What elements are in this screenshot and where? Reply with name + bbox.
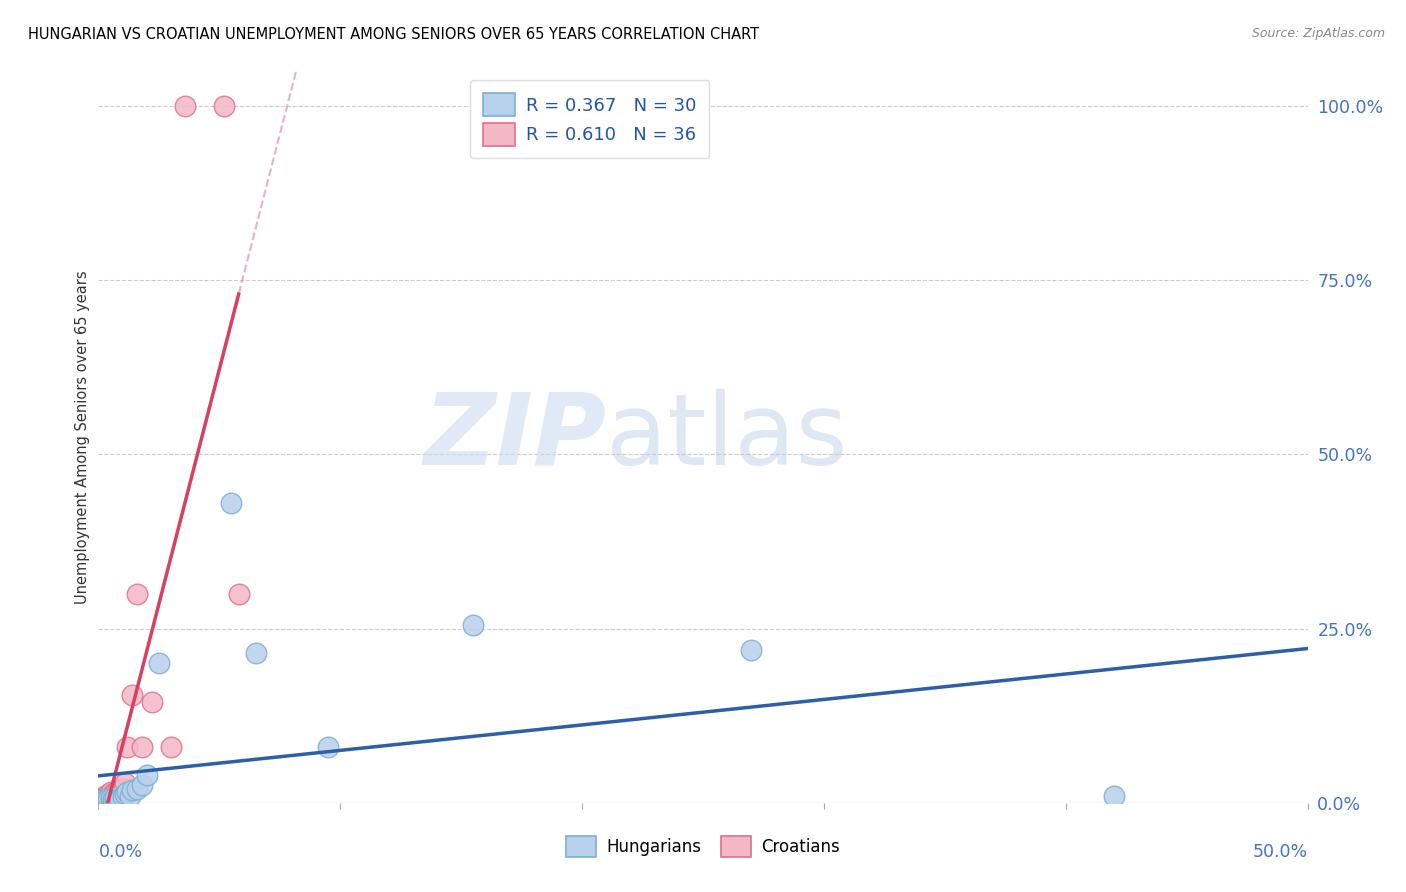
Point (740, 642, 762, 657)
Point (94, 792, 117, 806)
Point (91, 794, 114, 808)
Y-axis label: Unemployment Among Seniors over 65 years: Unemployment Among Seniors over 65 years (75, 270, 90, 604)
Point (221, 496, 243, 510)
Point (141, 695, 163, 709)
Text: HUNGARIAN VS CROATIAN UNEMPLOYMENT AMONG SENIORS OVER 65 YEARS CORRELATION CHART: HUNGARIAN VS CROATIAN UNEMPLOYMENT AMONG… (28, 27, 759, 42)
Point (131, 740, 153, 755)
Point (127, 587, 149, 601)
Point (97, 794, 120, 808)
Point (107, 791, 129, 805)
Point (90, 794, 112, 808)
Point (100, 792, 122, 806)
Point (117, 740, 139, 755)
Point (174, 99, 197, 113)
Point (135, 768, 157, 782)
Point (111, 788, 134, 802)
Point (111, 781, 134, 796)
Point (121, 783, 143, 797)
Point (121, 688, 143, 702)
Point (91, 793, 114, 807)
Point (114, 776, 136, 790)
Point (245, 646, 267, 660)
Point (127, 781, 149, 796)
Point (91, 793, 114, 807)
Point (94, 794, 117, 808)
Point (101, 791, 124, 805)
Point (90, 794, 112, 808)
Point (97, 788, 120, 802)
Point (108, 785, 131, 799)
Point (228, 587, 250, 601)
Point (101, 794, 124, 808)
Point (108, 792, 131, 806)
Point (107, 783, 129, 797)
Point (100, 790, 122, 805)
Point (107, 788, 129, 802)
Point (160, 740, 183, 755)
Point (91, 790, 114, 805)
Point (114, 788, 136, 802)
Point (104, 785, 127, 799)
Text: Source: ZipAtlas.com: Source: ZipAtlas.com (1251, 27, 1385, 40)
Point (94, 791, 117, 805)
Point (104, 790, 127, 805)
Point (316, 740, 339, 755)
Point (94, 789, 117, 803)
Point (1102, 789, 1125, 803)
Text: ZIP: ZIP (423, 389, 606, 485)
Point (118, 789, 141, 803)
Point (104, 790, 127, 805)
Point (212, 99, 235, 113)
Point (101, 788, 124, 802)
Point (100, 791, 122, 805)
Point (100, 785, 122, 799)
Point (111, 790, 134, 805)
Point (117, 785, 139, 799)
Point (94, 792, 117, 806)
Text: atlas: atlas (606, 389, 848, 485)
Point (97, 790, 120, 805)
Point (97, 793, 120, 807)
Point (463, 618, 485, 632)
Point (90, 792, 112, 806)
Point (131, 778, 153, 792)
Point (91, 791, 114, 805)
Text: 0.0%: 0.0% (98, 843, 142, 861)
Text: 50.0%: 50.0% (1253, 843, 1308, 861)
Legend: Hungarians, Croatians: Hungarians, Croatians (560, 830, 846, 864)
Point (90, 794, 112, 808)
Point (148, 657, 170, 671)
Point (104, 793, 127, 807)
Point (100, 793, 122, 807)
Point (91, 794, 114, 808)
Point (97, 791, 120, 805)
Point (101, 792, 124, 806)
Point (94, 794, 117, 808)
